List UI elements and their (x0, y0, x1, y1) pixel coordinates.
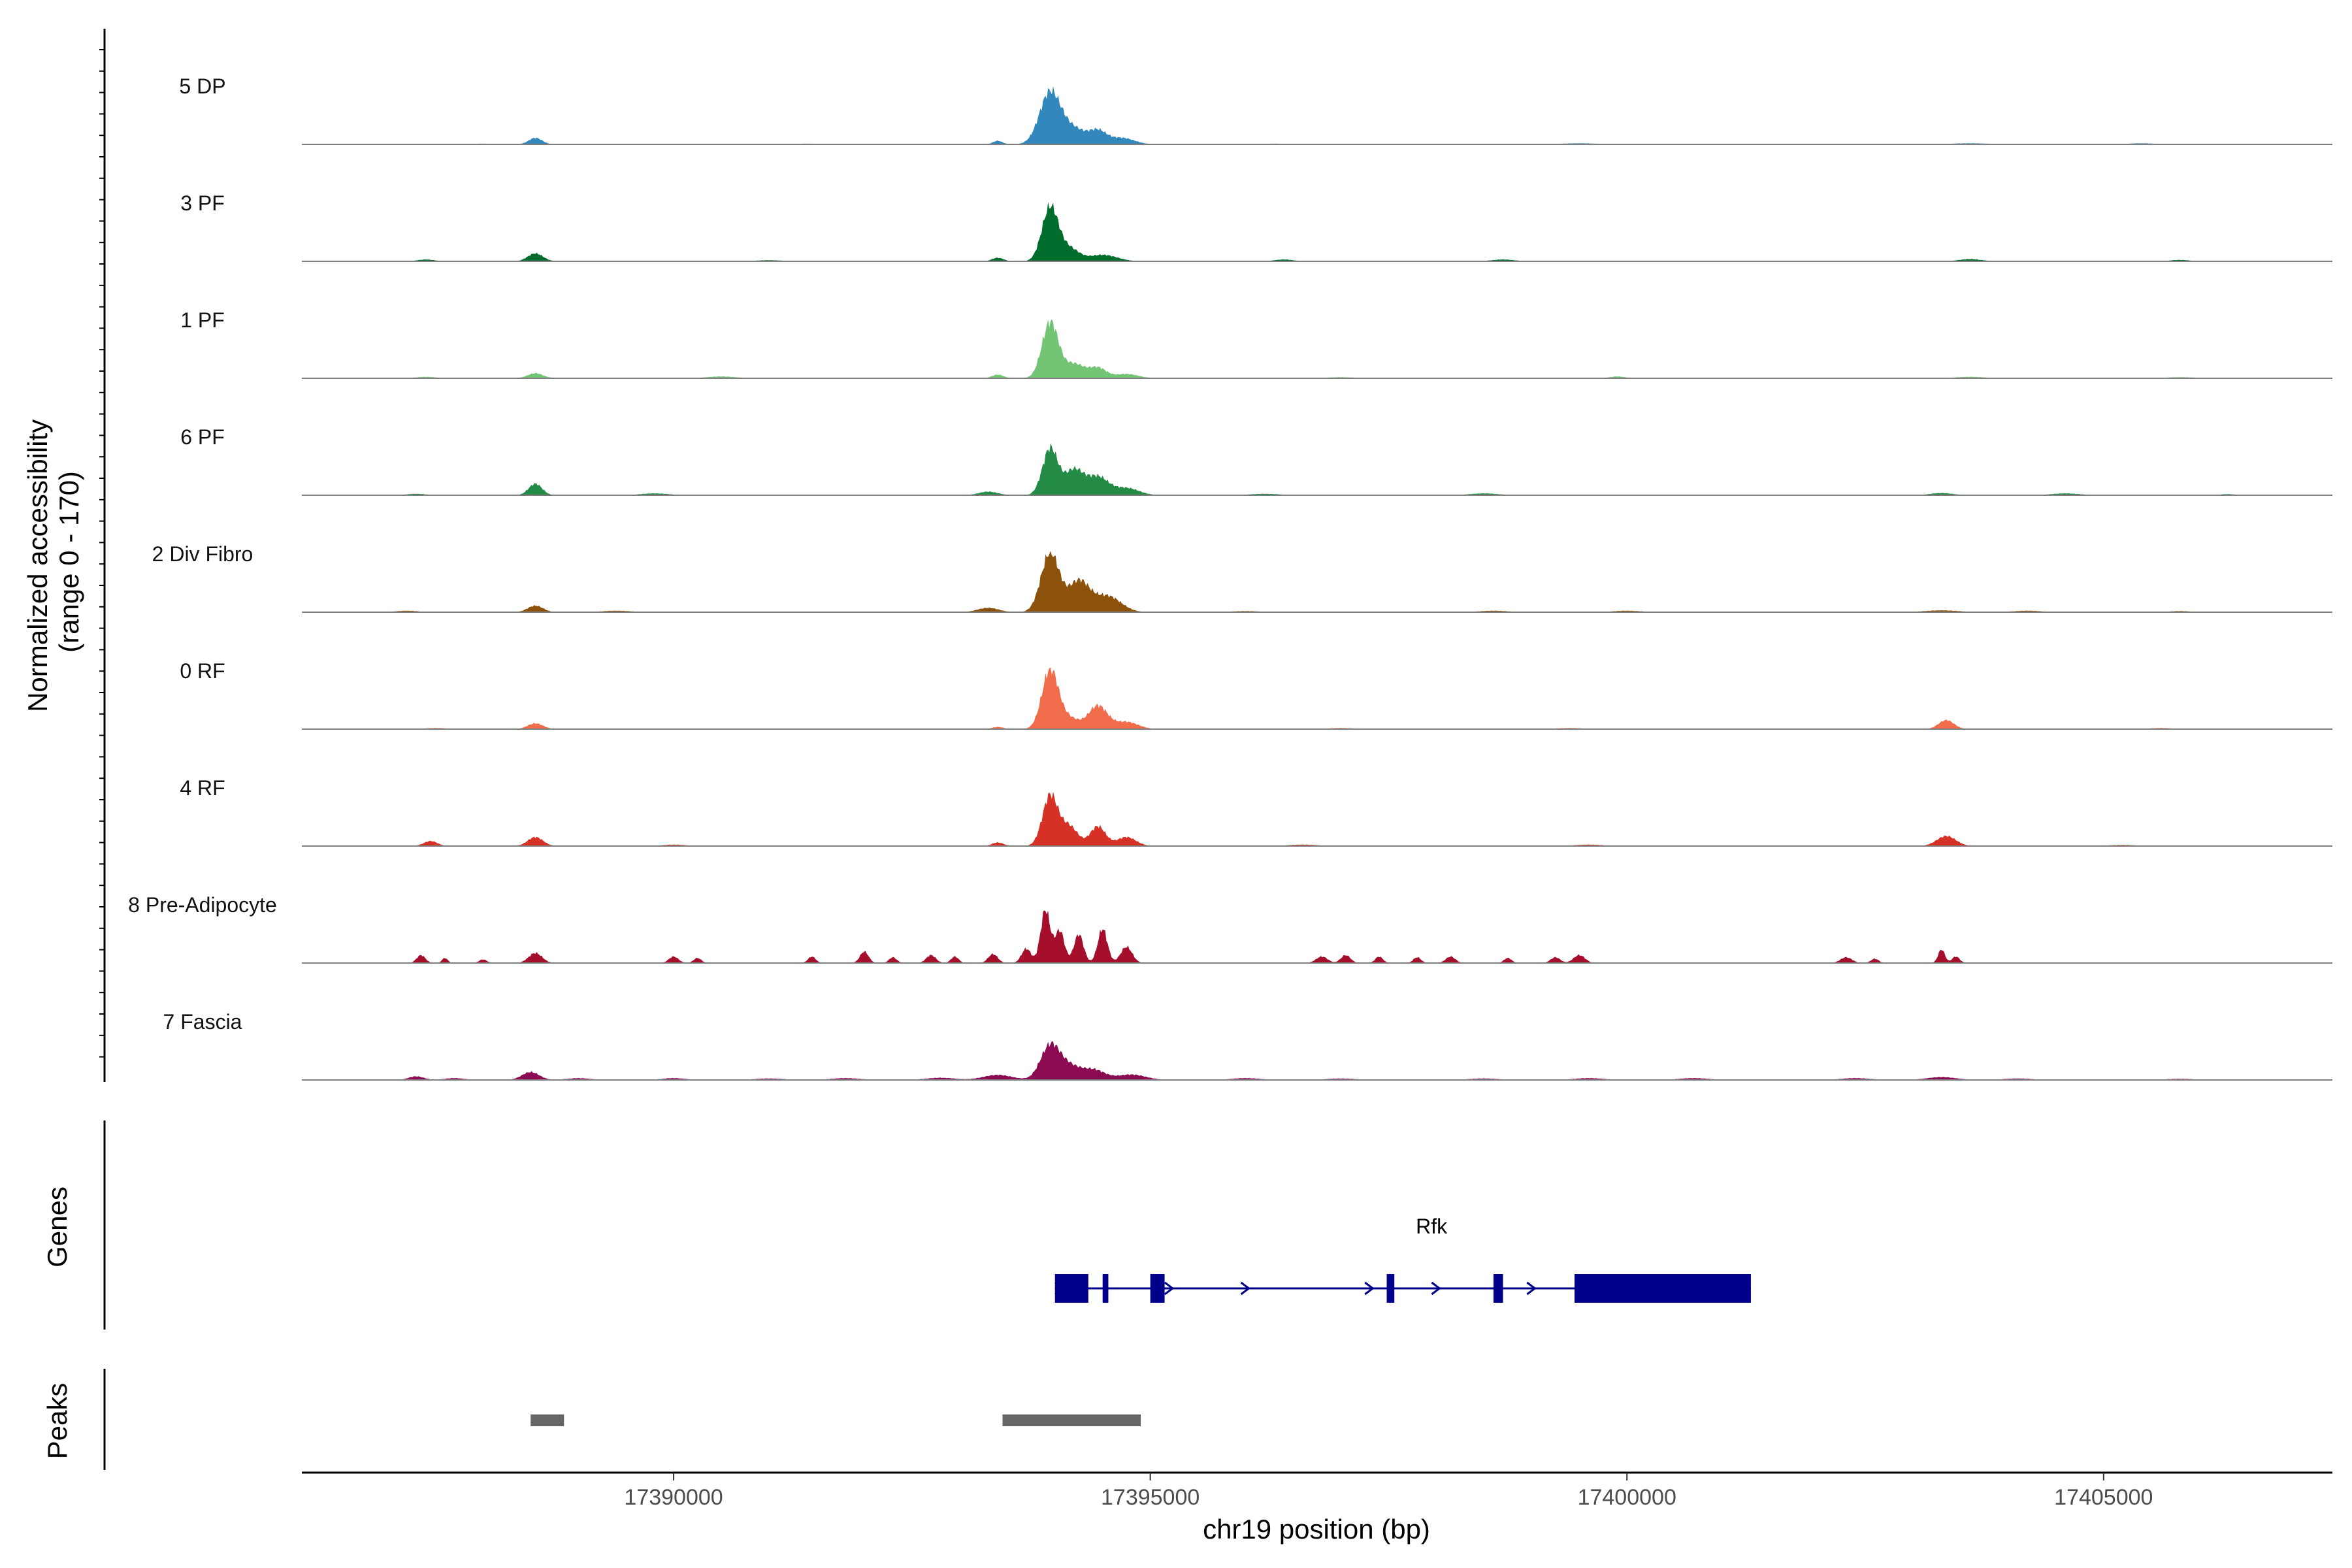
coverage-area (302, 443, 2332, 495)
strand-arrow (1164, 1281, 1175, 1296)
track-label: 4 RF (180, 776, 225, 800)
x-tick-label: 17395000 (1101, 1485, 1200, 1510)
peak-regions (531, 1414, 1141, 1426)
track-2 (302, 319, 2332, 379)
genes-track-label: Genes (42, 1186, 73, 1267)
x-tick-label: 17405000 (2054, 1485, 2153, 1510)
gene-exon (1102, 1274, 1109, 1303)
y-axis (99, 29, 106, 1082)
track-label: 5 DP (179, 74, 225, 98)
track-label: 2 Div Fibro (152, 542, 253, 566)
gene-exon (1386, 1274, 1395, 1303)
track-7 (302, 910, 2332, 964)
x-axis-title: chr19 position (bp) (1203, 1514, 1430, 1544)
coverage-tracks (302, 86, 2332, 1081)
y-axis-title-line-2: (range 0 - 170) (54, 471, 84, 653)
x-tick-label: 17400000 (1578, 1485, 1676, 1510)
track-4 (302, 551, 2332, 613)
track-label: 1 PF (180, 308, 225, 332)
track-1 (302, 202, 2332, 262)
y-axis-title-line-1: Normalized accessibility (22, 419, 53, 712)
coverage-area (302, 319, 2332, 378)
track-label: 6 PF (180, 425, 225, 449)
gene-name-label: Rfk (1416, 1215, 1448, 1238)
coverage-area (302, 86, 2332, 144)
coverage-area (302, 1041, 2332, 1080)
panel-labels: 5 DP 3 PF 1 PF 6 PF 2 Div Fibro 0 RF 4 RF 8 Pre… (128, 74, 277, 1034)
gene-exon (1054, 1274, 1088, 1303)
track-5 (302, 668, 2332, 730)
gene-exon (1493, 1274, 1503, 1303)
track-3 (302, 443, 2332, 496)
peaks-track-label: Peaks (42, 1383, 73, 1460)
gene-exon (1150, 1274, 1165, 1303)
track-label: 7 Fascia (163, 1010, 242, 1034)
track-6 (302, 791, 2332, 847)
x-axis-ticks: 17390000 17395000 17400000 17405000 (624, 1473, 2153, 1510)
strand-arrow (1364, 1281, 1375, 1296)
gene-model (1054, 1274, 1751, 1303)
track-label: 8 Pre-Adipocyte (128, 893, 277, 917)
coverage-area (302, 202, 2332, 261)
x-tick-label: 17390000 (624, 1485, 723, 1510)
peak-region (1002, 1414, 1141, 1426)
strand-arrow (1240, 1281, 1251, 1296)
coverage-area (302, 910, 2332, 963)
gene-exon (1574, 1274, 1751, 1303)
strand-arrow (1526, 1281, 1537, 1296)
coverage-area (302, 551, 2332, 612)
track-label: 0 RF (180, 659, 225, 683)
coverage-area (302, 668, 2332, 729)
track-label: 3 PF (180, 191, 225, 215)
track-0 (302, 86, 2332, 145)
y-axis-title: Normalized accessibility (range 0 - 170) (22, 412, 84, 712)
peak-region (531, 1414, 564, 1426)
track-8 (302, 1041, 2332, 1081)
coverage-area (302, 791, 2332, 846)
strand-arrow (1431, 1281, 1441, 1296)
